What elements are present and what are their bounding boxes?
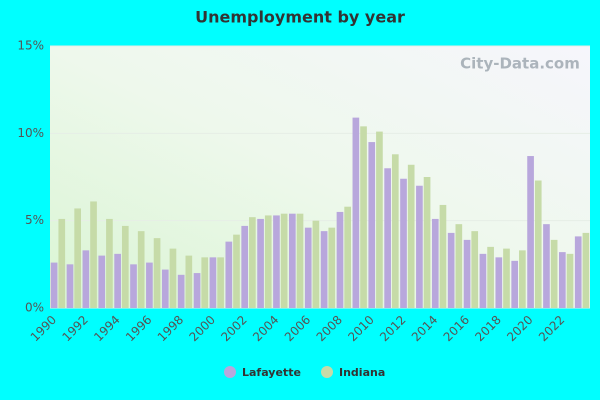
bar bbox=[463, 239, 471, 308]
bar bbox=[74, 208, 81, 308]
x-tick-label: 2004 bbox=[250, 313, 281, 344]
bar bbox=[336, 211, 344, 308]
y-tick-label: 5% bbox=[25, 213, 44, 227]
x-tick-label: 2022 bbox=[536, 313, 567, 344]
bar bbox=[121, 225, 129, 308]
bar bbox=[527, 156, 534, 308]
bar bbox=[130, 264, 137, 308]
bar bbox=[360, 126, 367, 308]
bar bbox=[487, 246, 494, 308]
bar bbox=[511, 260, 519, 308]
bar bbox=[431, 218, 439, 308]
bar bbox=[58, 218, 66, 308]
y-tick-label: 0% bbox=[25, 301, 44, 315]
bar bbox=[161, 269, 169, 308]
bar bbox=[177, 274, 185, 308]
bar bbox=[479, 253, 487, 308]
bar bbox=[241, 225, 249, 308]
bar bbox=[384, 168, 391, 308]
bar bbox=[328, 227, 336, 308]
chart-title: Unemployment by year bbox=[195, 8, 405, 27]
bar bbox=[559, 252, 566, 308]
bar bbox=[296, 213, 304, 308]
legend-swatch bbox=[224, 366, 236, 378]
x-tick-label: 2018 bbox=[472, 313, 503, 344]
bar bbox=[503, 248, 510, 308]
x-tick-label: 2008 bbox=[314, 313, 345, 344]
bar bbox=[320, 231, 328, 308]
bar bbox=[566, 253, 574, 308]
bar bbox=[582, 232, 590, 308]
bar bbox=[550, 239, 558, 308]
bar bbox=[455, 224, 463, 308]
bar bbox=[534, 180, 542, 308]
bar bbox=[519, 250, 526, 308]
bar bbox=[185, 255, 193, 308]
bar bbox=[66, 264, 74, 308]
bar bbox=[146, 262, 153, 308]
x-tick-label: 2002 bbox=[218, 313, 249, 344]
bar bbox=[233, 234, 240, 308]
bar bbox=[169, 248, 177, 308]
x-tick-label: 2000 bbox=[187, 313, 218, 344]
x-tick-label: 1992 bbox=[59, 313, 90, 344]
x-tick-label: 2010 bbox=[345, 313, 376, 344]
bar bbox=[543, 224, 550, 308]
bar bbox=[137, 231, 145, 308]
bar bbox=[153, 238, 161, 308]
bar bbox=[416, 185, 423, 308]
x-tick-label: 2020 bbox=[504, 313, 535, 344]
legend-label: Indiana bbox=[339, 366, 385, 379]
bar bbox=[264, 215, 272, 308]
bar bbox=[50, 262, 58, 308]
bar bbox=[368, 142, 376, 308]
bar bbox=[106, 218, 113, 308]
bar bbox=[344, 206, 351, 308]
bar bbox=[114, 253, 121, 308]
bar bbox=[407, 164, 415, 308]
bar bbox=[391, 154, 399, 308]
x-tick-label: 2012 bbox=[377, 313, 408, 344]
bar bbox=[225, 241, 233, 308]
bar bbox=[400, 178, 407, 308]
bar bbox=[495, 257, 503, 308]
bar bbox=[217, 257, 224, 308]
x-tick-label: 1990 bbox=[28, 313, 59, 344]
y-tick-label: 15% bbox=[17, 39, 44, 53]
x-tick-label: 2006 bbox=[282, 313, 313, 344]
bar bbox=[304, 227, 312, 308]
y-tick-label: 10% bbox=[17, 126, 44, 140]
bar bbox=[90, 201, 97, 308]
bar bbox=[201, 257, 209, 308]
bar bbox=[447, 232, 455, 308]
legend-swatch bbox=[321, 366, 333, 378]
bar bbox=[82, 250, 90, 308]
bar bbox=[289, 213, 296, 308]
watermark: City-Data.com bbox=[460, 55, 580, 73]
bar bbox=[280, 213, 288, 308]
legend-label: Lafayette bbox=[242, 366, 301, 379]
x-tick-label: 2014 bbox=[409, 313, 440, 344]
bar bbox=[98, 255, 106, 308]
bar bbox=[273, 215, 280, 308]
x-tick-label: 1998 bbox=[155, 313, 186, 344]
bar bbox=[423, 177, 431, 308]
bar bbox=[471, 231, 479, 308]
bar bbox=[439, 204, 447, 308]
x-tick-label: 1996 bbox=[123, 313, 154, 344]
bar bbox=[312, 220, 320, 308]
bar bbox=[574, 236, 582, 308]
bar bbox=[352, 117, 360, 308]
bar bbox=[193, 273, 201, 308]
bar bbox=[209, 257, 217, 308]
bar bbox=[376, 131, 383, 308]
x-tick-label: 1994 bbox=[91, 313, 122, 344]
bar bbox=[249, 217, 256, 308]
x-tick-label: 2016 bbox=[441, 313, 472, 344]
bar bbox=[257, 218, 264, 308]
